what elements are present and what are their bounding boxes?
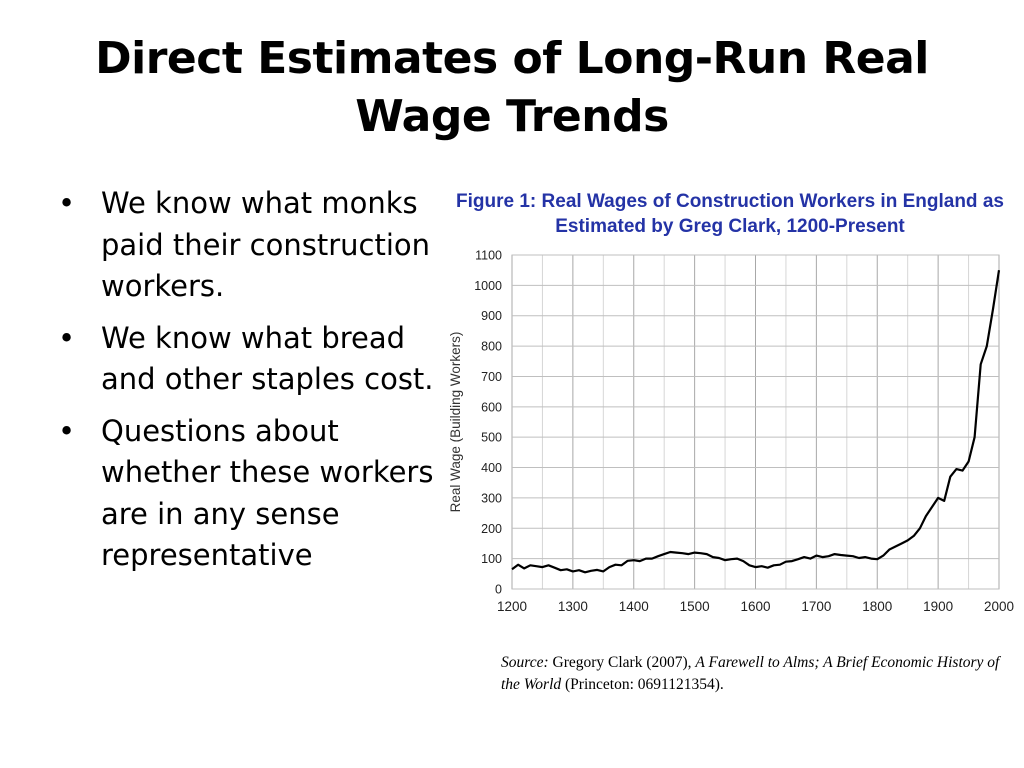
y-tick-label: 600 (481, 400, 502, 414)
bullet-text: Questions about whether these workers ar… (101, 413, 434, 573)
y-tick-label: 700 (481, 370, 502, 384)
x-tick-label: 1300 (558, 599, 588, 614)
wage-line-chart: 0 100 200 300 400 500 600 700 800 900 1000 1100 1200… (448, 249, 1014, 615)
y-tick-label: 200 (481, 522, 502, 536)
bullet-dot: • (58, 186, 76, 220)
x-tick-label: 1800 (862, 599, 892, 614)
chart-source: Source: Gregory Clark (2007), A Farewell… (501, 652, 1021, 696)
x-tick-label: 1900 (923, 599, 953, 614)
y-tick-label: 800 (481, 340, 502, 354)
y-tick-label: 400 (481, 461, 502, 475)
y-tick-label: 1000 (474, 279, 502, 293)
y-tick-label: 300 (481, 491, 502, 505)
slide-title-line-1: Direct Estimates of Long-Run Real (95, 33, 929, 84)
bullet-item: • We know what monks paid their construc… (58, 183, 438, 308)
source-text-2: (Princeton: 0691121354). (561, 676, 724, 693)
source-book-title: A Farewell to Alms; A Brief Economic His… (501, 654, 1000, 693)
bullet-list: • We know what monks paid their construc… (58, 183, 438, 587)
x-tick-label: 2000 (984, 599, 1014, 614)
y-tick-label: 900 (481, 309, 502, 323)
x-tick-label: 1700 (801, 599, 831, 614)
slide-title: Direct Estimates of Long-Run Real Wage T… (60, 30, 964, 146)
y-tick-label: 100 (481, 552, 502, 566)
slide-title-line-2: Wage Trends (355, 91, 669, 142)
y-tick-label: 0 (495, 583, 502, 597)
bullet-dot: • (58, 413, 76, 448)
x-tick-label: 1500 (680, 599, 710, 614)
bullet-item: • Questions about whether these workers … (58, 411, 438, 577)
y-tick-label: 1100 (475, 249, 502, 263)
series-line (511, 270, 1001, 574)
bullet-text: We know what bread and other staples cos… (101, 320, 434, 397)
source-text-1: Gregory Clark (2007), (552, 654, 696, 671)
chart-title: Figure 1: Real Wages of Construction Wor… (456, 191, 1004, 237)
bullet-dot: • (58, 320, 76, 355)
bullet-item: • We know what bread and other staples c… (58, 318, 438, 401)
y-axis-label: Real Wage (Building Workers) (448, 332, 463, 513)
x-tick-label: 1600 (740, 599, 770, 614)
y-tick-label: 500 (481, 431, 502, 445)
source-label: Source: (501, 654, 549, 671)
x-tick-label: 1200 (497, 599, 527, 614)
x-tick-label: 1400 (619, 599, 649, 614)
bullet-text: We know what monks paid their constructi… (101, 186, 430, 303)
